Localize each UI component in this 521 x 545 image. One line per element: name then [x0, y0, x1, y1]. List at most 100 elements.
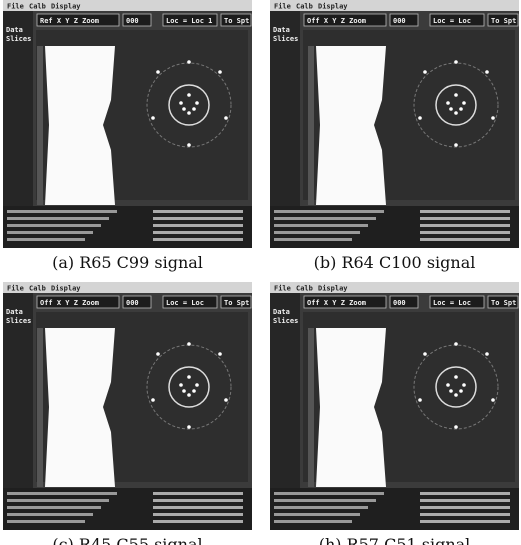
target-dot	[454, 93, 458, 97]
target-dot	[182, 389, 186, 393]
status-line	[274, 231, 360, 234]
sidebar-label: Slices	[6, 35, 31, 43]
left-band	[37, 328, 43, 487]
status-line	[420, 499, 510, 502]
target-dot	[156, 352, 160, 356]
target-dot	[156, 70, 160, 74]
target-dot	[195, 383, 199, 387]
sidebar-label: Data	[6, 308, 23, 316]
status-line	[153, 513, 243, 516]
menu-item: Calb	[296, 285, 313, 293]
target-dot	[485, 352, 489, 356]
target-dot	[454, 393, 458, 397]
menu-item: File	[274, 285, 291, 293]
sidebar-label: Slices	[273, 35, 298, 43]
toolbar-text: 000	[126, 299, 139, 307]
toolbar-text: To Spt	[224, 17, 249, 25]
caption: (a) R65 C99 signal	[52, 253, 203, 272]
target-dot	[187, 60, 191, 64]
toolbar-text: Off X Y Z Zoom	[307, 17, 366, 25]
target-dot	[446, 383, 450, 387]
status-line	[274, 492, 384, 495]
target-dot	[423, 352, 427, 356]
target-dot	[218, 70, 222, 74]
status-line	[274, 506, 368, 509]
target-dot	[179, 101, 183, 105]
target-dot	[182, 107, 186, 111]
target-dot	[179, 383, 183, 387]
target-dot	[485, 70, 489, 74]
target-dot	[192, 389, 196, 393]
menu-item: Display	[51, 3, 81, 11]
target-dot	[151, 398, 155, 402]
status-line	[420, 513, 510, 516]
target-dot	[192, 107, 196, 111]
target-dot	[454, 342, 458, 346]
status-line	[7, 513, 93, 516]
caption: (c) R45 C55 signal	[52, 535, 202, 545]
caption: (b) R64 C100 signal	[314, 253, 476, 272]
target-dot	[446, 101, 450, 105]
sidebar-label: Data	[273, 308, 290, 316]
status-line	[7, 217, 109, 220]
status-line	[274, 217, 376, 220]
status-line	[153, 238, 243, 241]
target-dot	[491, 398, 495, 402]
status-line	[420, 210, 510, 213]
status-line	[274, 499, 376, 502]
target-dot	[491, 116, 495, 120]
status-line	[274, 210, 384, 213]
toolbar-text: Off X Y Z Zoom	[307, 299, 366, 307]
target-dot	[454, 143, 458, 147]
status-line	[153, 231, 243, 234]
toolbar-text: Loc = Loc	[166, 299, 204, 307]
target-dot	[423, 70, 427, 74]
target-dot	[418, 116, 422, 120]
status-line	[153, 217, 243, 220]
menu-item: Calb	[29, 3, 46, 11]
status-line	[153, 492, 243, 495]
toolbar-text: Loc = Loc 1	[166, 17, 212, 25]
toolbar-text: To Spt	[491, 299, 516, 307]
toolbar-text: Ref X Y Z Zoom	[40, 17, 99, 25]
target-dot	[187, 111, 191, 115]
target-dot	[454, 60, 458, 64]
target-dot	[187, 342, 191, 346]
status-line	[420, 492, 510, 495]
menu-item: File	[274, 3, 291, 11]
toolbar-text: Loc = Loc	[433, 299, 471, 307]
status-line	[7, 224, 101, 227]
target-dot	[462, 383, 466, 387]
target-dot	[151, 116, 155, 120]
sidebar-label: Slices	[273, 317, 298, 325]
status-line	[420, 231, 510, 234]
target-dot	[462, 101, 466, 105]
toolbar-text: To Spt	[224, 299, 249, 307]
status-line	[274, 238, 352, 241]
sidebar-label: Slices	[6, 317, 31, 325]
toolbar-text: Off X Y Z Zoom	[40, 299, 99, 307]
status-line	[153, 210, 243, 213]
status-line	[7, 499, 109, 502]
menu-item: File	[7, 3, 24, 11]
target-dot	[224, 116, 228, 120]
menu-item: Calb	[296, 3, 313, 11]
status-line	[7, 231, 93, 234]
status-line	[153, 506, 243, 509]
left-band	[308, 46, 314, 205]
left-band	[37, 46, 43, 205]
target-dot	[195, 101, 199, 105]
toolbar-text: To Spt	[491, 17, 516, 25]
menu-item: Calb	[29, 285, 46, 293]
status-line	[420, 224, 510, 227]
target-dot	[449, 389, 453, 393]
screenshot: FileCalbDisplayDataSlicesOff X Y Z Zoom0…	[270, 282, 519, 545]
toolbar-text: 000	[393, 299, 406, 307]
status-line	[7, 210, 117, 213]
status-line	[153, 520, 243, 523]
target-dot	[459, 107, 463, 111]
status-line	[7, 520, 85, 523]
target-dot	[454, 111, 458, 115]
